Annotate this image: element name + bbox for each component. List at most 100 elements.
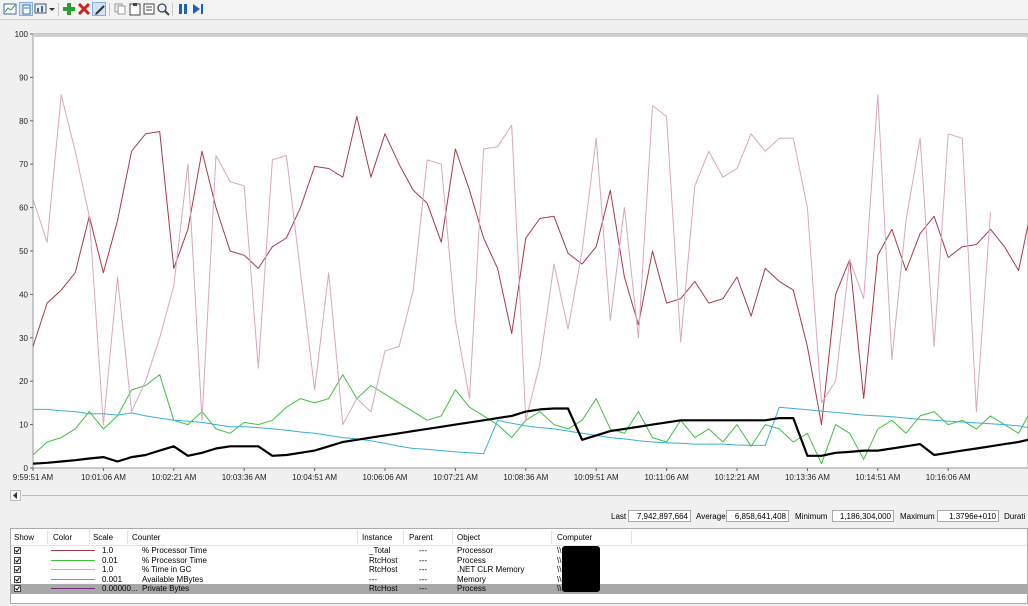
instance-cell: --- [369,574,377,584]
performance-chart: 0 10 20 30 40 50 60 70 80 90 100 9:59:51 AM 10:01:0… [13,30,1028,482]
freeze-icon[interactable] [19,2,33,16]
col-computer[interactable]: Computer [557,533,593,542]
highlight-icon[interactable] [92,2,106,16]
stats-bar: Last 7,942,897,664 Average 6,858,641,408… [0,509,1028,526]
legend-row[interactable]: 1.0 % Time in GC RtcHost --- .NET CLR Memory… [11,565,1027,575]
copy-icon[interactable] [113,2,127,16]
add-counter-icon[interactable] [62,2,76,16]
x-tick-label: 10:09:51 AM [574,473,619,482]
y-axis: 0 10 20 30 40 50 60 70 80 90 100 [15,30,33,473]
x-tick-label: 10:12:21 AM [715,473,760,482]
scale-cell: 0.00000... [102,584,138,594]
object-cell: Processor [457,546,494,555]
zoom-icon[interactable] [156,2,170,16]
plot-area [32,33,1028,469]
object-cell: Memory [457,574,486,584]
counter-legend: Show Color Scale Counter Instance Parent… [10,528,1028,604]
series-layer [32,94,1028,465]
color-swatch [51,550,95,551]
view-graph-icon[interactable] [3,2,17,16]
x-tick-label: 10:14:51 AM [855,473,900,482]
delete-counter-icon[interactable] [77,2,91,16]
y-tick-label: 90 [19,73,28,82]
col-instance[interactable]: Instance [362,533,393,542]
scale-cell: 0.001 [102,574,123,584]
paste-icon[interactable] [128,2,142,16]
y-tick-label: 50 [19,247,28,256]
color-swatch [51,559,95,561]
x-tick-label: 9:59:51 AM [13,473,54,482]
legend-row[interactable]: 0.001 Available MBytes --- --- Memory \\ [11,575,1027,585]
counter-cell: % Processor Time [142,546,207,555]
y-tick-label: 100 [15,30,29,39]
update-data-icon[interactable] [191,2,205,16]
show-checkbox[interactable] [14,575,21,583]
parent-cell: --- [419,565,427,575]
pause-icon[interactable] [176,2,190,16]
legend-row[interactable]: 1.0 % Processor Time _Total --- Processor \\ [11,546,1027,556]
plot-top-band [33,34,1028,37]
dropdown-icon[interactable] [48,2,56,16]
parent-cell: --- [419,584,427,594]
check-icon [15,567,20,572]
x-tick-label: 10:02:21 AM [151,473,196,482]
x-axis: 9:59:51 AM 10:01:06 AM 10:02:21 AM 10:03:36… [13,468,971,482]
scale-cell: 1.0 [102,546,114,555]
show-checkbox[interactable] [14,547,21,554]
col-scale[interactable]: Scale [93,533,114,542]
series-line-0 [32,116,1028,426]
series-line-2 [32,94,991,426]
last-value: 7,942,897,664 [628,510,691,522]
series-line-4 [32,407,1028,465]
computer-cell: \\ [557,546,562,555]
series-line-1 [32,374,1028,465]
redacted-block [562,546,600,592]
toolbar [0,0,1028,20]
y-tick-label: 80 [19,117,28,126]
average-value: 6,858,641,408 [726,510,789,522]
x-tick-label: 10:11:06 AM [644,473,689,482]
scale-cell: 0.01 [102,555,118,565]
scroll-track[interactable] [22,495,1028,496]
change-graph-type-icon[interactable] [34,2,48,16]
parent-cell: --- [419,574,427,584]
computer-cell: \\ [557,555,562,565]
instance-cell: RtcHost [369,584,398,594]
counter-cell: Private Bytes [142,584,190,594]
legend-header: Show Color Scale Counter Instance Parent… [11,529,1027,546]
color-swatch [51,588,95,590]
color-swatch [51,578,95,580]
check-icon [15,548,20,553]
object-cell: Process [457,555,486,565]
maximum-value: 1.3796e+010 [937,510,999,522]
parent-cell: --- [419,546,427,555]
col-color[interactable]: Color [53,533,73,542]
minimum-value: 1,186,304,000 [832,510,894,522]
col-show[interactable]: Show [14,533,35,542]
col-object[interactable]: Object [457,533,481,542]
time-scrollbar[interactable] [10,490,1028,502]
x-tick-label: 10:07:21 AM [433,473,478,482]
check-icon [15,577,20,582]
object-cell: Process [457,584,486,594]
minimum-label: Minimum [795,512,828,521]
computer-cell: \\ [557,565,562,575]
legend-row[interactable]: 0.01 % Processor Time RtcHost --- Process \\ [11,556,1027,566]
counter-cell: % Processor Time [142,555,207,565]
properties-icon[interactable] [142,2,156,16]
col-parent[interactable]: Parent [409,533,433,542]
col-counter[interactable]: Counter [132,533,161,542]
scroll-left-button[interactable] [10,490,21,501]
x-tick-label: 10:16:06 AM [926,473,971,482]
show-checkbox[interactable] [14,566,21,574]
show-checkbox[interactable] [14,585,21,593]
y-tick-label: 70 [19,160,28,169]
legend-row[interactable]: 0.00000... Private Bytes RtcHost --- Process… [11,584,1027,594]
instance-cell: RtcHost [369,555,398,565]
y-tick-label: 0 [24,464,29,473]
check-icon [15,557,20,563]
x-tick-label: 10:03:36 AM [222,473,267,482]
instance-cell: _Total [369,546,391,555]
scale-cell: 1.0 [102,565,114,575]
show-checkbox[interactable] [14,556,21,564]
